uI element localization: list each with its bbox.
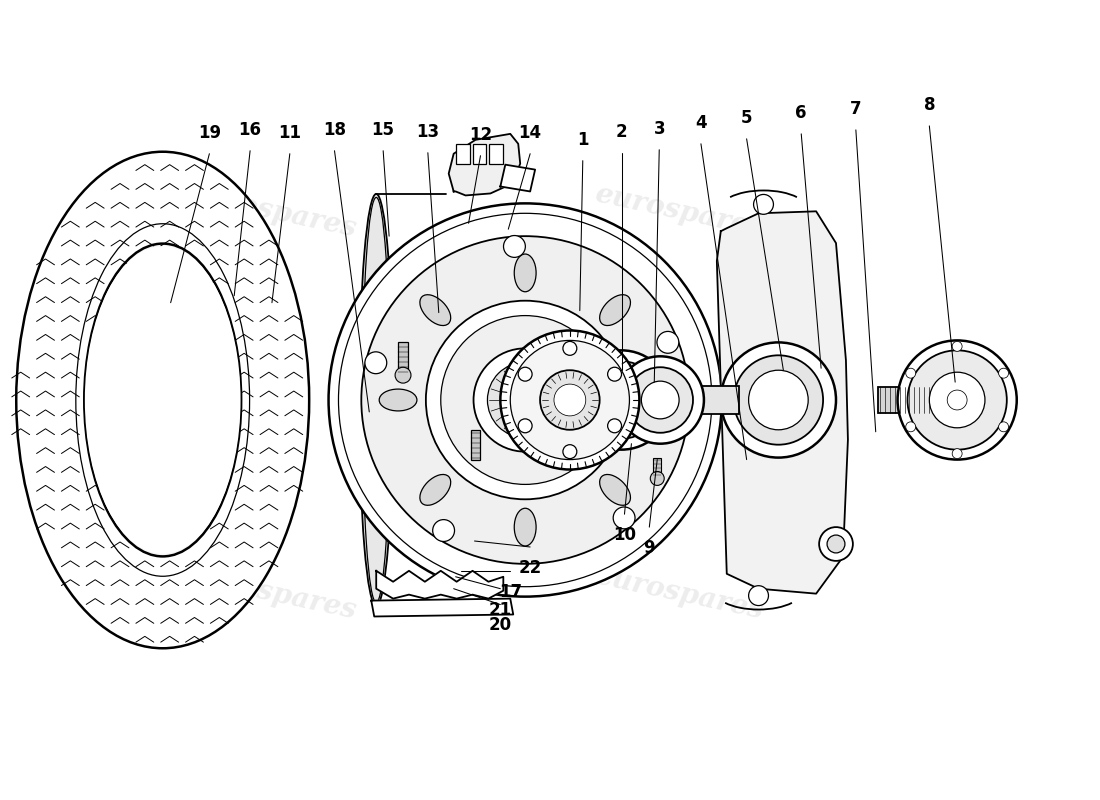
Circle shape — [487, 362, 563, 438]
Text: 2: 2 — [616, 123, 627, 141]
Circle shape — [908, 350, 1007, 450]
Ellipse shape — [515, 254, 536, 292]
Text: eurospares: eurospares — [185, 180, 359, 242]
Polygon shape — [449, 134, 520, 195]
Polygon shape — [500, 165, 535, 191]
Circle shape — [734, 355, 823, 445]
Circle shape — [518, 367, 532, 381]
Polygon shape — [372, 598, 514, 617]
Ellipse shape — [16, 152, 309, 648]
Ellipse shape — [86, 247, 240, 553]
Circle shape — [510, 341, 629, 459]
Text: 8: 8 — [924, 96, 935, 114]
Text: 18: 18 — [323, 121, 346, 139]
Ellipse shape — [600, 294, 630, 326]
Circle shape — [749, 370, 808, 430]
Circle shape — [754, 194, 773, 214]
Ellipse shape — [600, 474, 630, 506]
Bar — [490, 144, 504, 164]
Text: 19: 19 — [198, 124, 221, 142]
Circle shape — [329, 203, 722, 597]
Text: eurospares: eurospares — [592, 562, 766, 625]
Text: 9: 9 — [644, 539, 656, 557]
Text: 7: 7 — [850, 100, 861, 118]
Circle shape — [518, 419, 532, 433]
Circle shape — [395, 367, 411, 383]
Circle shape — [426, 301, 625, 499]
Circle shape — [898, 341, 1016, 459]
Circle shape — [441, 315, 609, 485]
Text: 15: 15 — [372, 121, 395, 139]
Circle shape — [500, 330, 639, 470]
Text: 1: 1 — [578, 130, 588, 149]
Text: 3: 3 — [653, 120, 666, 138]
Bar — [878, 387, 957, 413]
Circle shape — [999, 368, 1009, 378]
Ellipse shape — [634, 389, 671, 411]
Circle shape — [563, 445, 576, 458]
Circle shape — [607, 419, 621, 433]
Circle shape — [999, 422, 1009, 432]
Text: eurospares: eurospares — [592, 180, 766, 242]
Circle shape — [563, 342, 576, 355]
Ellipse shape — [420, 294, 451, 326]
Ellipse shape — [515, 508, 536, 546]
Circle shape — [572, 350, 671, 450]
Text: 11: 11 — [278, 124, 301, 142]
Ellipse shape — [379, 389, 417, 411]
Circle shape — [657, 331, 679, 354]
Circle shape — [905, 368, 915, 378]
Polygon shape — [376, 571, 504, 598]
Bar — [560, 386, 739, 414]
Circle shape — [432, 520, 454, 542]
Circle shape — [953, 342, 962, 351]
Circle shape — [504, 235, 526, 258]
Circle shape — [627, 367, 693, 433]
Circle shape — [820, 527, 852, 561]
Circle shape — [953, 449, 962, 458]
Circle shape — [365, 352, 387, 374]
Text: eurospares: eurospares — [185, 562, 359, 625]
Circle shape — [650, 471, 664, 486]
Bar — [398, 342, 408, 374]
Circle shape — [930, 372, 984, 428]
Circle shape — [505, 380, 544, 420]
Circle shape — [905, 422, 915, 432]
Bar — [653, 458, 661, 478]
Circle shape — [607, 367, 621, 381]
Circle shape — [540, 370, 600, 430]
Bar — [473, 144, 486, 164]
Text: 14: 14 — [518, 124, 541, 142]
Text: 12: 12 — [469, 126, 492, 144]
Bar — [471, 430, 481, 459]
Text: 10: 10 — [613, 526, 636, 544]
Text: 22: 22 — [518, 559, 542, 577]
Bar — [455, 144, 470, 164]
Text: 21: 21 — [488, 601, 512, 618]
Circle shape — [554, 384, 585, 416]
Circle shape — [473, 348, 576, 452]
Circle shape — [827, 535, 845, 553]
Circle shape — [361, 236, 689, 564]
Circle shape — [583, 362, 660, 438]
Text: 20: 20 — [488, 617, 512, 634]
Ellipse shape — [85, 243, 241, 557]
Circle shape — [720, 342, 836, 458]
Circle shape — [947, 390, 967, 410]
Text: 16: 16 — [239, 121, 262, 139]
Text: 13: 13 — [416, 123, 439, 141]
Text: 4: 4 — [695, 114, 707, 132]
Ellipse shape — [420, 474, 451, 506]
Text: 17: 17 — [498, 582, 521, 601]
Polygon shape — [717, 211, 848, 594]
Circle shape — [616, 356, 704, 444]
Circle shape — [597, 376, 646, 424]
Ellipse shape — [360, 194, 393, 606]
Circle shape — [749, 586, 769, 606]
Text: 5: 5 — [741, 109, 752, 127]
Circle shape — [641, 381, 679, 419]
Circle shape — [613, 507, 635, 529]
Text: 6: 6 — [795, 104, 807, 122]
